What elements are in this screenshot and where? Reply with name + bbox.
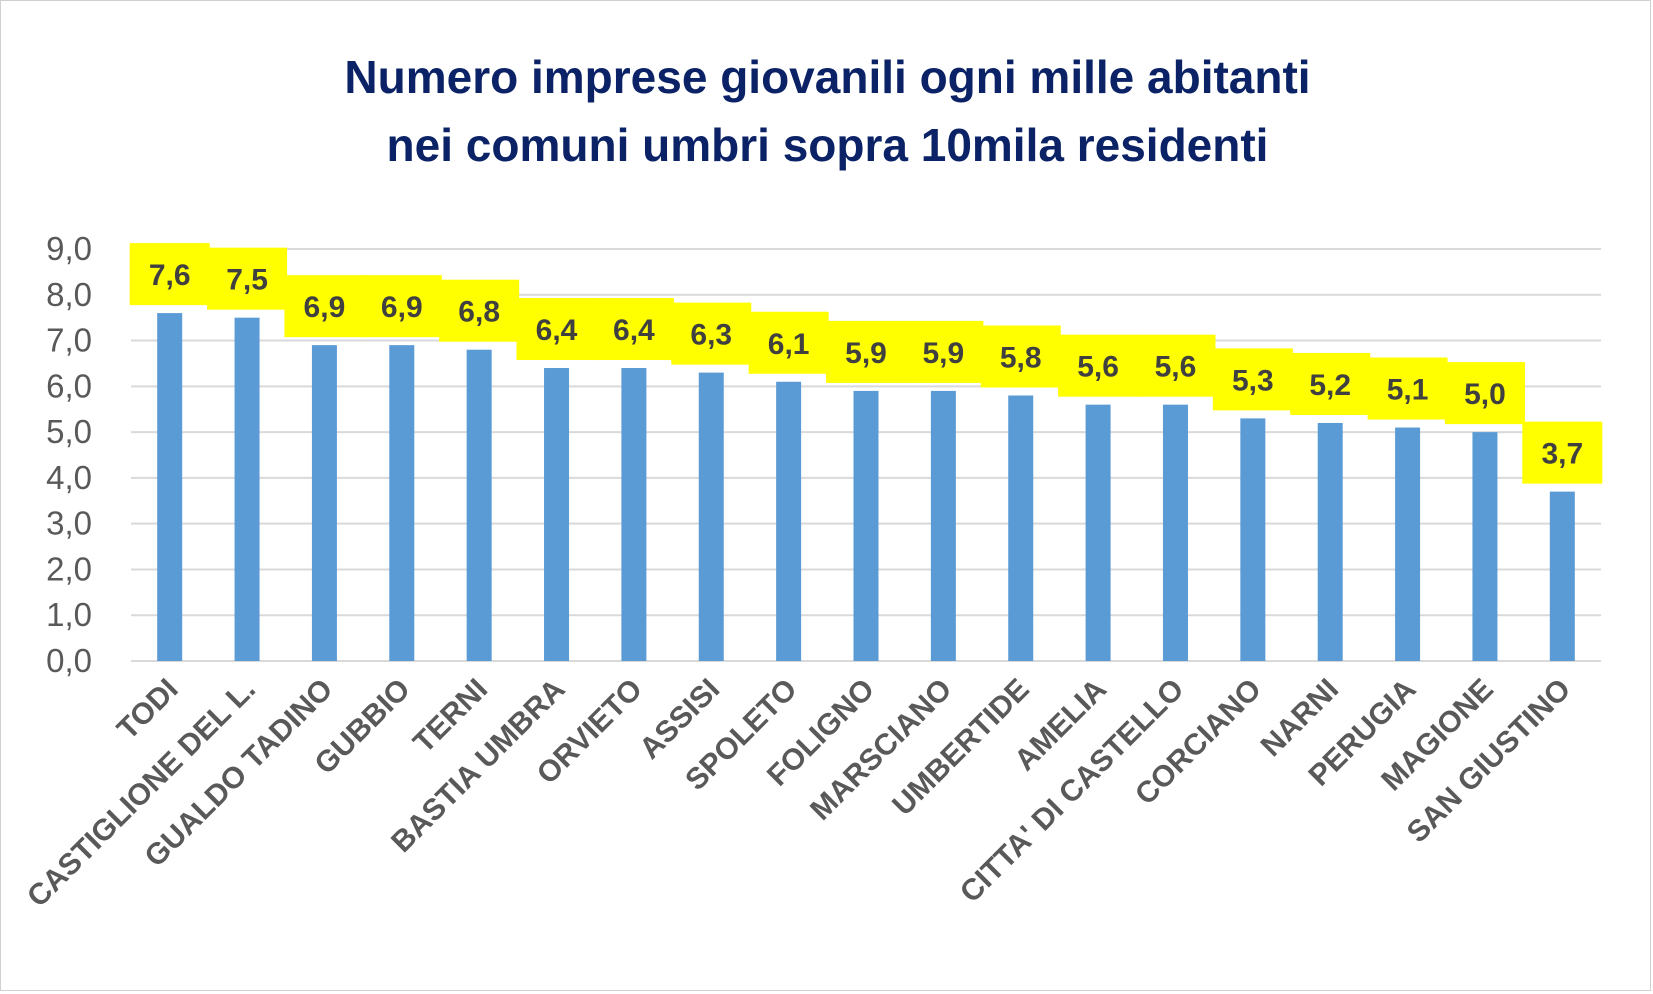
y-tick-label: 9,0 [46, 230, 92, 267]
bar [1395, 427, 1421, 661]
data-label-background [1290, 352, 1371, 415]
data-label: 6,3 [690, 319, 732, 352]
bar [466, 349, 492, 661]
chart-title: Numero imprese giovanili ogni mille abit… [1, 43, 1653, 179]
bar [853, 390, 879, 661]
data-label: 5,9 [923, 337, 965, 370]
data-label: 3,7 [1541, 438, 1583, 471]
data-label: 5,1 [1387, 374, 1429, 407]
data-label: 6,9 [381, 291, 423, 324]
data-label-background [129, 243, 210, 306]
y-tick-label: 2,0 [46, 550, 92, 587]
data-label: 7,5 [226, 264, 268, 297]
bar [1549, 491, 1575, 661]
y-tick-label: 0,0 [46, 642, 92, 679]
data-label: 5,9 [845, 337, 887, 370]
data-label: 5,2 [1309, 369, 1351, 402]
x-tick-label: UMBERTIDE [886, 673, 1035, 822]
data-label: 5,8 [1000, 341, 1042, 374]
bar [776, 381, 802, 661]
y-tick-label: 1,0 [46, 596, 92, 633]
bar [1162, 404, 1188, 661]
bars [157, 313, 1575, 661]
bar [544, 368, 570, 661]
data-label-background [439, 279, 520, 342]
data-label-background [207, 247, 288, 310]
data-label-background [516, 298, 597, 361]
data-label: 6,1 [768, 328, 810, 361]
y-tick-label: 6,0 [46, 367, 92, 404]
data-label-background [284, 275, 365, 338]
data-label: 5,3 [1232, 364, 1274, 397]
data-label-background [1522, 421, 1603, 484]
data-label: 6,4 [613, 314, 655, 347]
data-label-background [748, 311, 829, 374]
chart-title-line-2: nei comuni umbri sopra 10mila residenti [386, 119, 1269, 171]
data-label-background [903, 320, 984, 383]
data-label-background [1212, 348, 1293, 411]
y-tick-label: 3,0 [46, 505, 92, 542]
bar [1008, 395, 1034, 661]
bar [930, 390, 956, 661]
data-label: 6,9 [304, 291, 346, 324]
data-label-background [826, 320, 906, 383]
y-tick-label: 4,0 [46, 459, 92, 496]
bar [234, 317, 260, 661]
data-label: 6,4 [536, 314, 578, 347]
data-label-background [361, 275, 442, 338]
data-label: 6,8 [458, 296, 500, 329]
data-label-background [980, 325, 1061, 388]
data-label-background [671, 302, 752, 365]
data-label: 5,6 [1155, 351, 1197, 384]
bar [389, 345, 415, 661]
data-label-background [593, 298, 674, 361]
data-label-background [1135, 334, 1216, 397]
chart-title-line-1: Numero imprese giovanili ogni mille abit… [344, 51, 1311, 103]
y-tick-label: 7,0 [46, 322, 92, 359]
bar [1085, 404, 1111, 661]
y-tick-label: 5,0 [46, 413, 92, 450]
bar [1317, 422, 1343, 661]
x-tick-label: TODI [111, 673, 185, 747]
data-label-background [1444, 362, 1525, 425]
bar [157, 313, 183, 661]
bar [621, 368, 647, 661]
y-axis-ticks: 0,0 1,0 2,0 3,0 4,0 5,0 6,0 7,0 8,0 9,0 [46, 230, 92, 679]
data-label: 7,6 [149, 259, 191, 292]
data-labels: 7,6 7,5 6,9 6,9 6,8 6,4 6,4 6,3 6,1 5,9 5,9 5,8 5,6 5… [129, 243, 1603, 484]
data-label-background [1367, 357, 1448, 420]
data-label-background [1058, 334, 1139, 397]
bar [1472, 432, 1498, 661]
data-label: 5,6 [1077, 351, 1119, 384]
bar [1240, 418, 1266, 661]
bar [698, 372, 724, 661]
bar [311, 345, 337, 661]
data-label: 5,0 [1464, 378, 1506, 411]
y-tick-label: 8,0 [46, 276, 92, 313]
